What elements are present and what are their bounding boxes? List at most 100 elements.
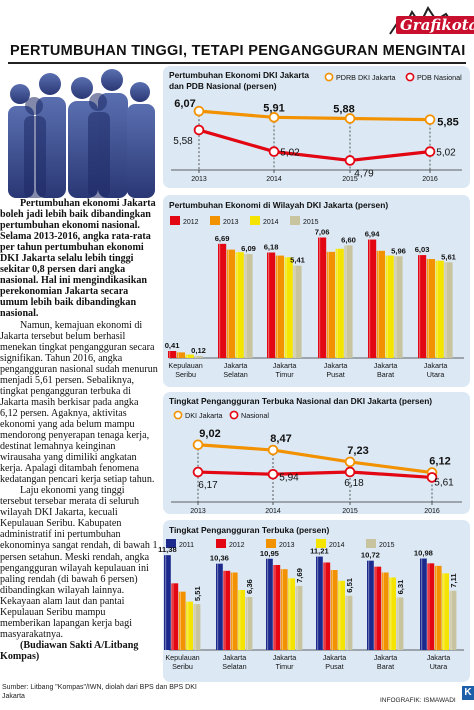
- bar: [194, 355, 203, 358]
- bar: [171, 583, 179, 650]
- data-point: [267, 468, 279, 480]
- bar-highlight: [317, 556, 319, 650]
- bar: [435, 260, 444, 358]
- series-line-pdb-nasional: [198, 128, 431, 163]
- people-silhouette-illustration: [8, 69, 155, 198]
- article-paragraph: Pertumbuhan ekonomi Jakarta boleh jadi l…: [0, 198, 156, 320]
- bar-highlight: [217, 563, 219, 650]
- legend-label: 2014: [263, 219, 279, 226]
- bar: [335, 248, 344, 358]
- category-label: Jakarta: [324, 361, 348, 370]
- article-paragraph: Namun, kemajuan ekonomi di Jakarta terse…: [0, 319, 158, 486]
- data-point: [193, 124, 205, 136]
- x-tick-label: 2013: [191, 176, 207, 183]
- data-label: 6,09: [241, 244, 256, 253]
- data-point: [344, 456, 356, 468]
- category-label: Seribu: [172, 662, 193, 671]
- legend-label: Nasional: [241, 411, 269, 420]
- bar-highlight: [274, 565, 276, 650]
- bar-highlight: [339, 580, 341, 650]
- bar: [381, 572, 389, 650]
- data-label: 6,51: [345, 577, 354, 593]
- bar: [293, 265, 302, 358]
- bar-highlight: [450, 590, 452, 650]
- data-label: 5,88: [333, 103, 354, 115]
- bar-highlight: [289, 578, 291, 650]
- bar-highlight: [324, 562, 326, 650]
- chart-title: Tingkat Pengangguran Terbuka Nasional da…: [169, 396, 432, 406]
- bar-highlight: [419, 255, 421, 358]
- bar-highlight: [421, 558, 423, 650]
- data-label: 10,95: [260, 549, 280, 558]
- x-tick-label: 2016: [424, 508, 440, 515]
- bar-highlight: [377, 250, 379, 358]
- bar: [420, 558, 427, 650]
- bar-highlight: [195, 355, 197, 358]
- data-label: 6,94: [365, 230, 381, 239]
- data-label: 5,41: [290, 256, 306, 265]
- kompas-badge: K: [462, 686, 474, 700]
- legend-swatch: [250, 216, 260, 225]
- legend-label: 2011: [179, 542, 194, 549]
- bar-highlight: [346, 595, 348, 650]
- page-title: PERTUMBUHAN TINGGI, TETAPI PENGANGGURAN …: [10, 43, 466, 59]
- chart-title: Pertumbuhan Ekonomi di Wilayah DKI Jakar…: [169, 200, 388, 210]
- bar-highlight: [219, 243, 221, 358]
- legend-label: 2015: [379, 542, 395, 549]
- bar: [223, 570, 231, 650]
- bar: [426, 259, 435, 358]
- title-divider: [8, 62, 466, 64]
- bar-highlight: [281, 569, 283, 650]
- bar-highlight: [368, 560, 370, 650]
- x-tick-label: 2014: [265, 508, 281, 515]
- bar: [238, 590, 245, 650]
- data-label: 0,12: [191, 346, 206, 355]
- series-line-pdrb-dki-jakarta: [198, 109, 431, 122]
- bar-highlight: [375, 566, 377, 650]
- bar: [186, 601, 193, 650]
- legend-swatch: [316, 539, 326, 548]
- logo-text: Grafikota: [396, 16, 474, 34]
- bar: [323, 562, 331, 650]
- category-label: Timur: [275, 662, 294, 671]
- legend-label: 2014: [329, 542, 345, 549]
- bar-highlight: [296, 585, 298, 650]
- category-label: Barat: [377, 370, 394, 379]
- chart-title: dan PDB Nasional (persen): [169, 81, 277, 91]
- legend-marker: [324, 72, 334, 82]
- bar: [245, 597, 253, 650]
- bar-highlight: [246, 597, 248, 650]
- legend-label: 2015: [303, 219, 319, 226]
- bar: [280, 569, 288, 650]
- bar: [218, 243, 227, 358]
- bar: [318, 237, 327, 358]
- data-point: [344, 155, 356, 166]
- data-label: 5,02: [436, 148, 456, 159]
- bar: [295, 585, 303, 650]
- category-label: Jakarta: [273, 361, 297, 370]
- data-point: [344, 466, 356, 478]
- category-label: Barat: [377, 662, 394, 671]
- bar-highlight: [236, 252, 238, 358]
- data-label: 5,96: [391, 246, 406, 255]
- data-label: 6,69: [215, 234, 230, 243]
- source-note: Sumber: Litbang "Kompas"/IWN, diolah dar…: [2, 684, 197, 700]
- category-label: Pusat: [325, 662, 343, 671]
- bar-highlight: [177, 352, 179, 358]
- bar: [284, 257, 293, 358]
- bar-highlight: [194, 604, 196, 650]
- legend-label: 2013: [223, 219, 239, 226]
- bar: [368, 239, 377, 358]
- x-tick-label: 2015: [342, 176, 358, 183]
- chart-title: Pertumbuhan Ekonomi DKI Jakarta: [169, 70, 309, 80]
- x-tick-label: 2013: [190, 508, 206, 515]
- bar-highlight: [345, 245, 347, 358]
- category-label: Jakarta: [374, 653, 398, 662]
- legend-label: DKI Jakarta: [185, 411, 223, 420]
- bar: [226, 249, 235, 358]
- bar-highlight: [428, 563, 430, 650]
- bar: [330, 570, 338, 650]
- data-label: 5,02: [280, 148, 300, 159]
